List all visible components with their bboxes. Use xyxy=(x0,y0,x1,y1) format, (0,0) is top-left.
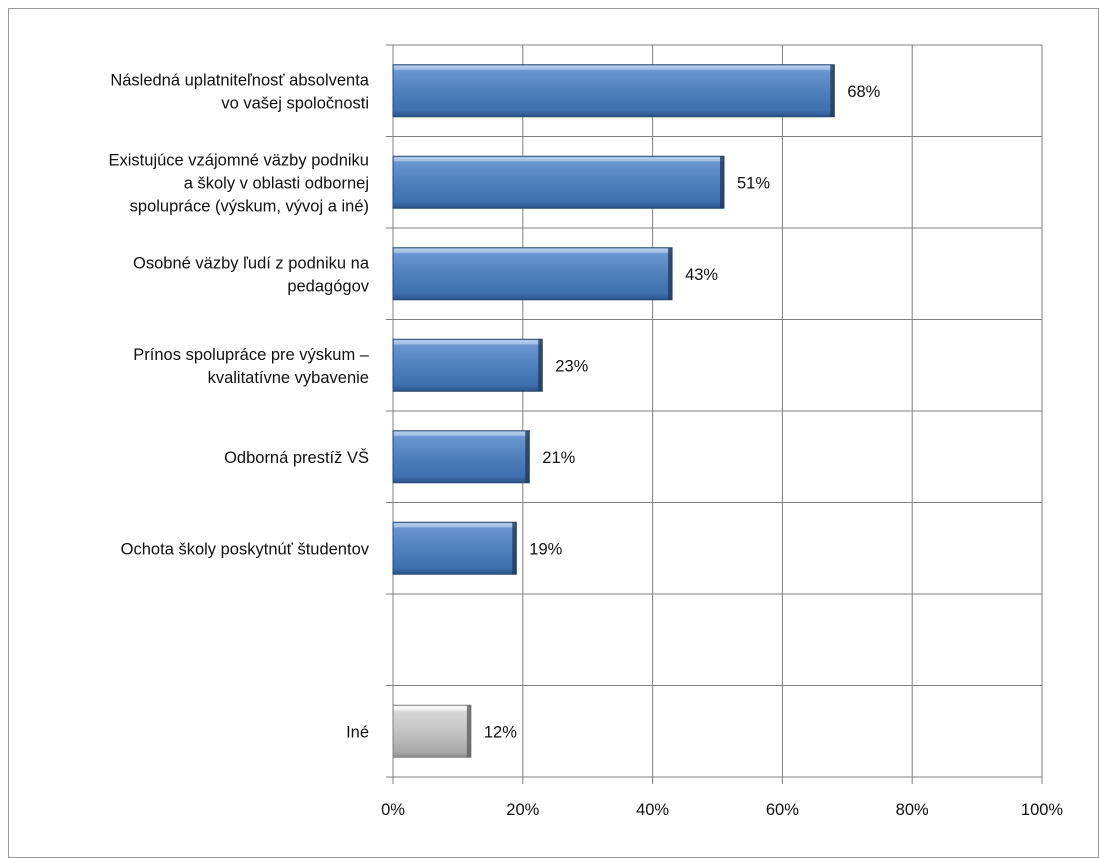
category-label: Odborná prestíž VŠ xyxy=(224,448,369,467)
bar-end-shadow xyxy=(466,705,471,758)
category-label: Následná uplatniteľnosť absolventa vo vaš… xyxy=(110,71,369,112)
category-label-line: Existujúce vzájomné väzby podniku xyxy=(109,151,369,169)
grid xyxy=(386,44,1043,784)
value-label: 12% xyxy=(484,723,517,741)
bar-highlight xyxy=(394,523,516,528)
category-label-line: Ochota školy poskytnúť študentov xyxy=(121,540,370,558)
bar-end-shadow xyxy=(512,522,517,575)
category-label: Existujúce vzájomné väzby podniku a školy… xyxy=(109,151,369,215)
value-label: 23% xyxy=(555,357,588,375)
bar xyxy=(392,155,725,209)
labels: 0% 20% 40% 60% 80% 100% 68% Následná uplatniteľ… xyxy=(109,71,1064,819)
bar-end-shadow xyxy=(668,247,673,300)
value-label: 21% xyxy=(542,449,575,467)
value-label: 51% xyxy=(737,174,770,192)
bars xyxy=(392,64,835,758)
x-tick-label: 40% xyxy=(636,801,669,819)
category-label-line: Odborná prestíž VŠ xyxy=(224,448,369,467)
category-label-line: Iné xyxy=(346,723,369,741)
bar-end-shadow xyxy=(830,64,835,117)
category-label-line: vo vašej spoločnosti xyxy=(221,94,369,112)
x-tick-label: 20% xyxy=(506,801,539,819)
bar-highlight xyxy=(394,248,672,253)
x-tick-label: 80% xyxy=(896,801,929,819)
x-tick-label: 60% xyxy=(766,801,799,819)
bar xyxy=(392,64,835,118)
bar-end-shadow xyxy=(525,430,530,483)
bar xyxy=(392,521,517,575)
category-label: Osobné väzby ľudí z podniku na pedagógov xyxy=(133,254,370,295)
category-label-line: a školy v oblasti odbornej xyxy=(184,174,369,192)
category-label-line: Následná uplatniteľnosť absolventa xyxy=(110,71,369,89)
bar-end-shadow xyxy=(719,156,724,209)
bar-highlight xyxy=(394,706,470,711)
category-label: Iné xyxy=(346,723,369,741)
x-tick-label: 0% xyxy=(381,801,405,819)
bar-highlight xyxy=(394,340,542,345)
category-label: Ochota školy poskytnúť študentov xyxy=(121,540,370,558)
bar xyxy=(392,704,472,758)
bar-highlight xyxy=(394,157,723,162)
category-label-line: pedagógov xyxy=(287,277,369,295)
bar xyxy=(392,338,543,392)
bar xyxy=(392,430,530,484)
category-label-line: kvalitatívne vybavenie xyxy=(208,369,369,387)
value-label: 43% xyxy=(685,266,718,284)
category-label: Prínos spolupráce pre výskum – kvalitatív… xyxy=(133,346,370,387)
bar-highlight xyxy=(394,431,529,436)
category-label-line: spolupráce (výskum, vývoj a iné) xyxy=(130,197,369,215)
category-label-line: Prínos spolupráce pre výskum – xyxy=(133,346,370,364)
bar xyxy=(392,247,673,301)
bar-highlight xyxy=(394,65,834,70)
x-tick-label: 100% xyxy=(1021,801,1064,819)
category-label-line: Osobné väzby ľudí z podniku na xyxy=(133,254,370,272)
value-label: 19% xyxy=(529,540,562,558)
value-label: 68% xyxy=(847,83,880,101)
chart-frame xyxy=(8,8,1099,858)
bar-end-shadow xyxy=(538,339,543,392)
